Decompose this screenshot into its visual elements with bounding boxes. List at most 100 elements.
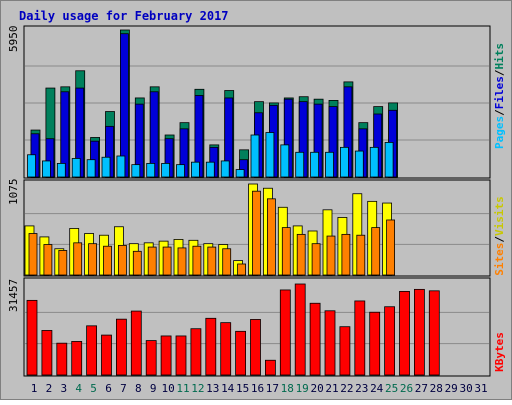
legend-entry: Sites bbox=[493, 243, 506, 276]
pages-bar bbox=[280, 144, 290, 178]
top-legend: Pages/Files/Hits bbox=[493, 43, 506, 149]
sites-bar bbox=[326, 235, 336, 276]
kbytes-bar bbox=[384, 306, 396, 376]
kbytes-bar bbox=[235, 330, 247, 376]
sites-bar bbox=[222, 248, 232, 276]
sites-bar bbox=[118, 244, 127, 276]
pages-bar bbox=[235, 169, 245, 178]
kbytes-bar bbox=[399, 290, 410, 376]
pages-bar bbox=[265, 132, 275, 178]
legend-entry: / bbox=[493, 109, 506, 116]
sites-bar bbox=[88, 243, 97, 276]
x-tick-label: 21 bbox=[325, 382, 338, 395]
pages-bar bbox=[71, 158, 81, 178]
pages-bar bbox=[27, 154, 36, 178]
sites-bar bbox=[341, 233, 351, 276]
chart-title: Daily usage for February 2017 bbox=[19, 9, 229, 23]
x-tick-label: 15 bbox=[236, 382, 249, 395]
legend-text: KBytes bbox=[493, 332, 506, 372]
kbytes-bar bbox=[41, 330, 53, 376]
x-tick-label: 11 bbox=[176, 382, 189, 395]
x-tick-label: 24 bbox=[370, 382, 384, 395]
kbytes-bar bbox=[190, 328, 202, 376]
sites-bar bbox=[386, 219, 396, 276]
x-tick-label: 6 bbox=[105, 382, 112, 395]
pages-bar bbox=[146, 163, 156, 178]
x-axis-labels: 1 2 3 4 5 6 7 8 9 10 11 12 13 14 15 16 17 18 19 20 21 22 23 24 2… bbox=[31, 382, 488, 395]
x-tick-label: 31 bbox=[474, 382, 487, 395]
x-tick-label: 1 bbox=[31, 382, 38, 395]
pages-bar bbox=[295, 151, 305, 178]
x-tick-label: 16 bbox=[251, 382, 264, 395]
pages-bar bbox=[325, 151, 334, 178]
kbytes-bar bbox=[279, 289, 291, 376]
legend-entry: Hits bbox=[493, 43, 506, 70]
sites-bar bbox=[58, 250, 68, 276]
sites-bar bbox=[281, 227, 291, 276]
x-tick-label: 4 bbox=[75, 382, 82, 395]
bottom-bars bbox=[26, 283, 440, 376]
kbytes-bar bbox=[413, 288, 425, 376]
pages-bar bbox=[116, 155, 126, 178]
x-tick-label: 20 bbox=[310, 382, 323, 395]
x-tick-label: 8 bbox=[135, 382, 142, 395]
x-tick-label: 17 bbox=[266, 382, 279, 395]
legend-entry: KBytes bbox=[493, 332, 506, 372]
sites-bar bbox=[43, 244, 53, 276]
sites-bar bbox=[103, 245, 112, 276]
legend-text: Sites/Visits bbox=[493, 196, 506, 276]
sites-bar bbox=[162, 246, 172, 276]
kbytes-bar bbox=[294, 283, 306, 376]
bottom-legend: KBytes bbox=[493, 332, 506, 372]
sites-bar bbox=[371, 227, 381, 276]
pages-bar bbox=[310, 151, 320, 178]
x-tick-label: 23 bbox=[355, 382, 368, 395]
panel-hits-files-pages: 5950 Pages/Files/Hits bbox=[7, 25, 506, 179]
top-bars bbox=[27, 29, 399, 178]
kbytes-bar bbox=[160, 335, 172, 376]
kbytes-bar bbox=[71, 341, 83, 376]
kbytes-bar bbox=[116, 318, 127, 376]
kbytes-bar bbox=[26, 299, 38, 376]
sites-bar bbox=[192, 245, 202, 276]
sites-bar bbox=[28, 233, 38, 276]
kbytes-bar bbox=[101, 334, 112, 376]
legend-entry: / bbox=[493, 236, 506, 243]
pages-bar bbox=[161, 163, 171, 178]
pages-bar bbox=[384, 142, 394, 178]
x-tick-label: 12 bbox=[191, 382, 204, 395]
kbytes-bar bbox=[175, 335, 187, 376]
pages-bar bbox=[369, 146, 379, 178]
kbytes-bar bbox=[250, 319, 261, 376]
kbytes-bar bbox=[309, 302, 321, 376]
mid-legend: Sites/Visits bbox=[493, 196, 506, 276]
x-tick-label: 13 bbox=[206, 382, 219, 395]
x-tick-label: 2 bbox=[46, 382, 53, 395]
mid-ymax-label: 1075 bbox=[7, 179, 20, 206]
kbytes-bar bbox=[205, 317, 217, 376]
x-tick-label: 9 bbox=[150, 382, 157, 395]
x-tick-label: 27 bbox=[415, 382, 428, 395]
x-tick-label: 26 bbox=[400, 382, 413, 395]
top-ymax-label: 5950 bbox=[7, 26, 20, 53]
pages-bar bbox=[42, 160, 51, 178]
x-tick-label: 10 bbox=[161, 382, 174, 395]
legend-entry: / bbox=[493, 69, 506, 76]
pages-bar bbox=[205, 161, 215, 178]
pages-bar bbox=[101, 156, 111, 178]
x-tick-label: 5 bbox=[90, 382, 97, 395]
bottom-ymax-label: 31457 bbox=[7, 279, 20, 312]
sites-bar bbox=[311, 243, 321, 276]
x-tick-label: 28 bbox=[430, 382, 443, 395]
kbytes-bar bbox=[145, 340, 157, 376]
legend-text: Pages/Files/Hits bbox=[493, 43, 506, 149]
mid-bars bbox=[24, 183, 396, 276]
legend-entry: Pages bbox=[493, 116, 506, 149]
pages-bar bbox=[131, 164, 141, 178]
x-tick-label: 14 bbox=[221, 382, 235, 395]
x-tick-label: 25 bbox=[385, 382, 398, 395]
x-tick-label: 19 bbox=[296, 382, 309, 395]
kbytes-bar bbox=[56, 342, 68, 376]
sites-bar bbox=[356, 234, 366, 276]
